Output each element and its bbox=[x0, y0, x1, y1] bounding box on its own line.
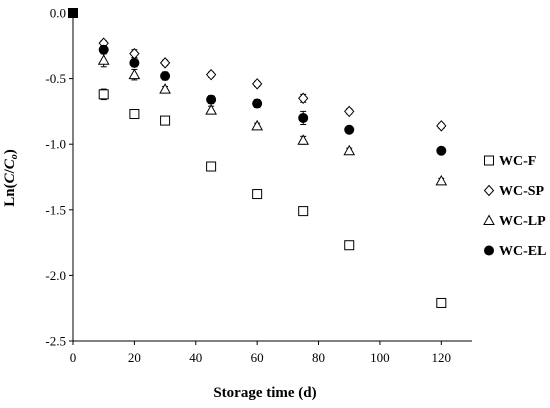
series-wc-lp bbox=[68, 8, 448, 186]
data-point bbox=[160, 115, 171, 126]
x-tick-label: 60 bbox=[251, 350, 264, 365]
series-wc-el bbox=[68, 8, 447, 156]
x-axis-title: Storage time (d) bbox=[213, 385, 316, 401]
data-point bbox=[298, 92, 309, 105]
data-point bbox=[206, 161, 217, 172]
x-tick-label: 40 bbox=[189, 350, 202, 365]
plot-area bbox=[73, 13, 472, 341]
data-point bbox=[205, 68, 217, 81]
y-tick-label: -0.5 bbox=[45, 71, 66, 86]
data-point bbox=[98, 44, 109, 55]
y-tick-label: -1.0 bbox=[45, 137, 66, 152]
data-point bbox=[205, 104, 217, 115]
y-tick-label: 0.0 bbox=[50, 6, 66, 21]
x-tick-label: 20 bbox=[128, 350, 141, 365]
data-point bbox=[252, 189, 263, 200]
x-tick-label: 120 bbox=[432, 350, 452, 365]
data-point bbox=[159, 83, 171, 94]
legend-label: WC-LP bbox=[499, 214, 546, 229]
data-point bbox=[98, 89, 109, 100]
legend-marker bbox=[484, 245, 494, 256]
data-point bbox=[344, 124, 355, 135]
y-axis-title: Ln(C/Co) bbox=[2, 149, 20, 207]
data-point bbox=[436, 120, 447, 132]
legend: WC-F WC-SP WC-LP WC-EL bbox=[483, 154, 546, 259]
data-point bbox=[298, 206, 309, 217]
data-point bbox=[344, 240, 355, 251]
data-point bbox=[159, 57, 171, 69]
data-point bbox=[297, 134, 310, 145]
y-tick-label: -2.5 bbox=[45, 334, 66, 349]
data-point bbox=[97, 54, 110, 65]
legend-marker bbox=[483, 184, 495, 197]
data-point bbox=[160, 70, 171, 81]
data-point bbox=[206, 94, 217, 105]
y-tick-label: -1.5 bbox=[45, 202, 66, 217]
x-tick-label: 0 bbox=[70, 350, 77, 365]
x-tick-label: 80 bbox=[312, 350, 325, 365]
data-point bbox=[298, 112, 309, 123]
data-point bbox=[435, 174, 448, 186]
data-point bbox=[129, 57, 140, 68]
x-axis: 0 20 40 60 80 100 120 bbox=[70, 340, 472, 365]
data-point bbox=[343, 144, 356, 156]
data-point bbox=[251, 119, 264, 131]
plot-background bbox=[73, 13, 472, 341]
data-point bbox=[128, 68, 141, 80]
y-axis: 0.0 -0.5 -1.0 -1.5 -2.0 -2.5 bbox=[45, 6, 74, 349]
data-point bbox=[252, 98, 263, 109]
series-group bbox=[68, 8, 448, 308]
y-tick-label: -2.0 bbox=[45, 268, 66, 283]
data-point bbox=[68, 8, 78, 18]
data-point bbox=[344, 105, 355, 118]
legend-marker bbox=[484, 155, 494, 166]
data-point bbox=[436, 145, 447, 156]
x-tick-label: 100 bbox=[370, 350, 390, 365]
legend-label: WC-SP bbox=[499, 184, 545, 199]
data-point bbox=[251, 78, 263, 90]
data-point bbox=[436, 297, 447, 308]
legend-label: WC-EL bbox=[499, 244, 546, 259]
data-point bbox=[129, 109, 140, 120]
legend-marker bbox=[483, 214, 495, 225]
legend-label: WC-F bbox=[499, 154, 536, 169]
